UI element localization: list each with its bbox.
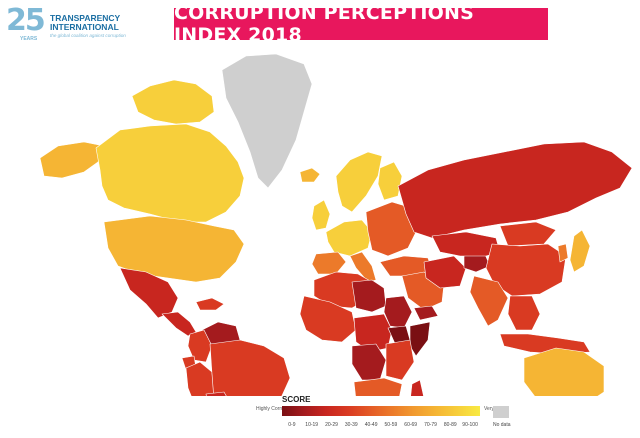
legend-low-label: Highly Corrupt: [256, 406, 288, 412]
region-finland[interactable]: [377, 161, 403, 201]
transparency-international-logo[interactable]: 25 YEARS TRANSPARENCY INTERNATIONAL the …: [6, 6, 156, 46]
region-western-europe[interactable]: [325, 219, 373, 257]
region-madagascar[interactable]: [410, 379, 424, 396]
region-greenland[interactable]: [221, 53, 313, 189]
region-spain-portugal[interactable]: [311, 251, 347, 275]
region-japan[interactable]: [569, 229, 591, 273]
region-canada[interactable]: [95, 123, 245, 223]
region-iceland[interactable]: [299, 167, 321, 183]
region-mongolia[interactable]: [499, 221, 557, 247]
region-india[interactable]: [469, 275, 509, 327]
region-caribbean[interactable]: [195, 297, 225, 311]
region-china[interactable]: [485, 243, 567, 297]
region-colombia[interactable]: [187, 329, 213, 363]
region-italy[interactable]: [349, 251, 377, 283]
region-indonesia-png[interactable]: [499, 333, 591, 355]
legend-tick-label: 20-29: [325, 422, 338, 428]
region-iran-iraq[interactable]: [423, 255, 467, 289]
region-peru[interactable]: [185, 361, 215, 396]
region-libya[interactable]: [351, 279, 387, 313]
title-band: CORRUPTION PERCEPTIONS INDEX 2018: [174, 2, 548, 46]
logo-name-line2: INTERNATIONAL: [50, 22, 119, 32]
legend-tick-label: 30-39: [344, 422, 358, 428]
region-mexico[interactable]: [119, 267, 179, 319]
legend-tick-label: 80-89: [443, 422, 457, 428]
region-southeast-asia[interactable]: [507, 295, 541, 331]
page-title: CORRUPTION PERCEPTIONS INDEX 2018: [174, 2, 474, 46]
legend-tick-label: 70-79: [424, 422, 437, 428]
legend-tick-label: 50-59: [384, 422, 398, 428]
region-bolivia[interactable]: [205, 391, 232, 396]
score-legend: SCORE Highly Corrupt Very Clean 0-910-19…: [256, 395, 520, 435]
region-somalia[interactable]: [409, 321, 431, 357]
legend-tick-label: 10-19: [305, 422, 319, 428]
logo-name-line1: TRANSPARENCY: [50, 13, 121, 23]
region-russia[interactable]: [397, 141, 633, 239]
region-southern-africa[interactable]: [353, 377, 403, 396]
region-east-africa[interactable]: [385, 339, 415, 381]
legend-color-bar: [282, 406, 480, 416]
logo-tagline: the global coalition against corruption: [50, 33, 126, 38]
legend-tick-label: 60-69: [404, 422, 418, 428]
legend-tick-label: 90-100: [462, 422, 478, 428]
world-map: [39, 53, 633, 396]
region-australia[interactable]: [523, 347, 605, 396]
logo-years: YEARS: [20, 36, 38, 42]
region-scandinavia[interactable]: [335, 151, 383, 213]
region-eastern-europe[interactable]: [365, 201, 419, 257]
legend-no-data-swatch: [493, 406, 509, 418]
legend-title: SCORE: [282, 395, 311, 404]
region-central-america[interactable]: [161, 311, 197, 337]
legend-tick-label: 40-49: [364, 422, 378, 428]
region-yemen[interactable]: [413, 305, 439, 321]
legend-tick-label: 0-9: [288, 422, 296, 428]
region-united-kingdom[interactable]: [311, 199, 331, 231]
region-west-africa[interactable]: [299, 295, 357, 343]
region-brazil[interactable]: [209, 339, 291, 396]
region-united-states[interactable]: [103, 215, 245, 283]
logo-mark: 25: [6, 3, 46, 38]
region-alaska-usa[interactable]: [39, 141, 105, 179]
legend-no-data-label: No data: [493, 422, 511, 428]
region-arctic-islands-canada[interactable]: [131, 79, 215, 125]
logo-name: TRANSPARENCY INTERNATIONAL: [50, 14, 120, 32]
region-south-korea[interactable]: [557, 243, 569, 263]
